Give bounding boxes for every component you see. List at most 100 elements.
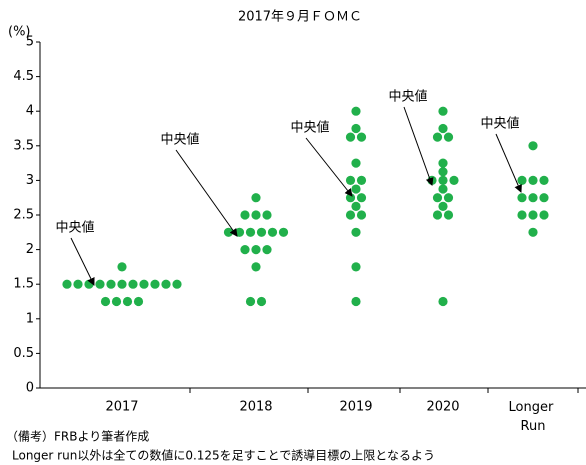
y-unit: (%) xyxy=(8,25,31,40)
dot xyxy=(443,210,454,220)
dot xyxy=(438,201,448,211)
dot xyxy=(245,227,256,237)
dot xyxy=(517,193,527,203)
dot xyxy=(356,210,367,220)
annotation-arrow xyxy=(175,149,238,237)
dot xyxy=(438,158,448,168)
dot xyxy=(100,296,111,307)
dot xyxy=(345,175,356,185)
dot xyxy=(122,296,133,307)
dot xyxy=(245,296,256,307)
y-tick-label: 3 xyxy=(26,173,34,188)
dot xyxy=(351,106,361,116)
dot xyxy=(356,175,367,185)
annotation-arrow xyxy=(495,133,522,193)
dot xyxy=(356,193,367,203)
dot xyxy=(278,227,289,237)
annotation: 中央値 xyxy=(480,116,519,132)
chart-title: 2017年９月ＦＯＭＣ xyxy=(238,10,362,25)
dot xyxy=(438,167,448,177)
annotation: 中央値 xyxy=(388,89,427,105)
dot xyxy=(106,279,116,289)
annotation: 中央値 xyxy=(55,220,94,236)
annotation-arrow xyxy=(70,237,95,286)
dot xyxy=(262,210,272,220)
dot xyxy=(240,210,250,220)
dot xyxy=(139,279,149,289)
dot xyxy=(517,210,527,220)
dot xyxy=(539,210,549,220)
dot xyxy=(161,279,171,289)
annotation-arrow xyxy=(403,106,434,186)
y-tick-label: 0 xyxy=(26,381,34,396)
y-tick-label: 1.5 xyxy=(13,277,34,292)
dot xyxy=(438,106,448,116)
dot xyxy=(351,201,361,211)
note: （備考）FRBより筆者作成 xyxy=(6,429,149,444)
dot xyxy=(251,262,261,272)
dot xyxy=(95,279,105,289)
dot xyxy=(351,227,361,237)
dot xyxy=(539,193,549,203)
dot xyxy=(240,245,250,255)
dot xyxy=(351,123,361,134)
dot xyxy=(251,210,261,220)
dot xyxy=(517,175,527,185)
x-tick-label: 2018 xyxy=(239,400,272,415)
dot xyxy=(528,193,538,203)
dot xyxy=(251,193,261,203)
y-tick-label: 2.5 xyxy=(13,208,34,223)
dot xyxy=(345,132,356,142)
dot xyxy=(443,132,454,142)
y-tick-label: 5 xyxy=(26,35,34,50)
x-tick-label: Longer Run xyxy=(509,400,558,434)
annotation: 中央値 xyxy=(290,120,329,136)
annotation-arrow xyxy=(305,137,353,197)
dot xyxy=(172,279,182,289)
y-tick-label: 0.5 xyxy=(13,346,34,361)
dot xyxy=(117,279,127,289)
dot xyxy=(345,210,356,220)
dot xyxy=(133,296,144,307)
dot xyxy=(438,296,448,307)
y-tick-label: 4 xyxy=(26,104,34,119)
dot xyxy=(351,262,361,272)
dot xyxy=(62,279,72,289)
dot xyxy=(443,193,454,203)
dot xyxy=(438,123,448,134)
y-tick-label: 1 xyxy=(26,311,34,326)
x-tick-label: 2017 xyxy=(105,400,138,415)
dot xyxy=(438,184,448,194)
dot xyxy=(111,296,122,307)
dot xyxy=(267,227,278,237)
dot xyxy=(351,296,361,307)
dot xyxy=(351,184,361,194)
dot xyxy=(262,245,272,255)
x-tick-label: 2020 xyxy=(426,400,459,415)
dot xyxy=(117,262,127,272)
dot xyxy=(256,227,267,237)
dot xyxy=(449,175,459,185)
dot xyxy=(432,193,443,203)
dot xyxy=(356,132,367,142)
note: Longer run以外は全ての数値に0.125を足すことで誘導目標の上限となる… xyxy=(12,448,435,463)
dot xyxy=(528,175,538,185)
dot xyxy=(128,279,138,289)
dot xyxy=(432,132,443,142)
annotation: 中央値 xyxy=(160,132,199,148)
dot xyxy=(150,279,160,289)
dot xyxy=(432,210,443,220)
y-tick-label: 4.5 xyxy=(13,69,34,84)
dot xyxy=(73,279,83,289)
y-tick-label: 3.5 xyxy=(13,138,34,153)
dot xyxy=(251,245,261,255)
dot xyxy=(528,141,538,151)
dot xyxy=(351,158,361,168)
dot xyxy=(539,175,549,185)
y-tick-label: 2 xyxy=(26,242,34,257)
dot xyxy=(438,175,448,185)
dot xyxy=(528,210,538,220)
dot xyxy=(528,227,538,237)
x-tick-label: 2019 xyxy=(339,400,372,415)
